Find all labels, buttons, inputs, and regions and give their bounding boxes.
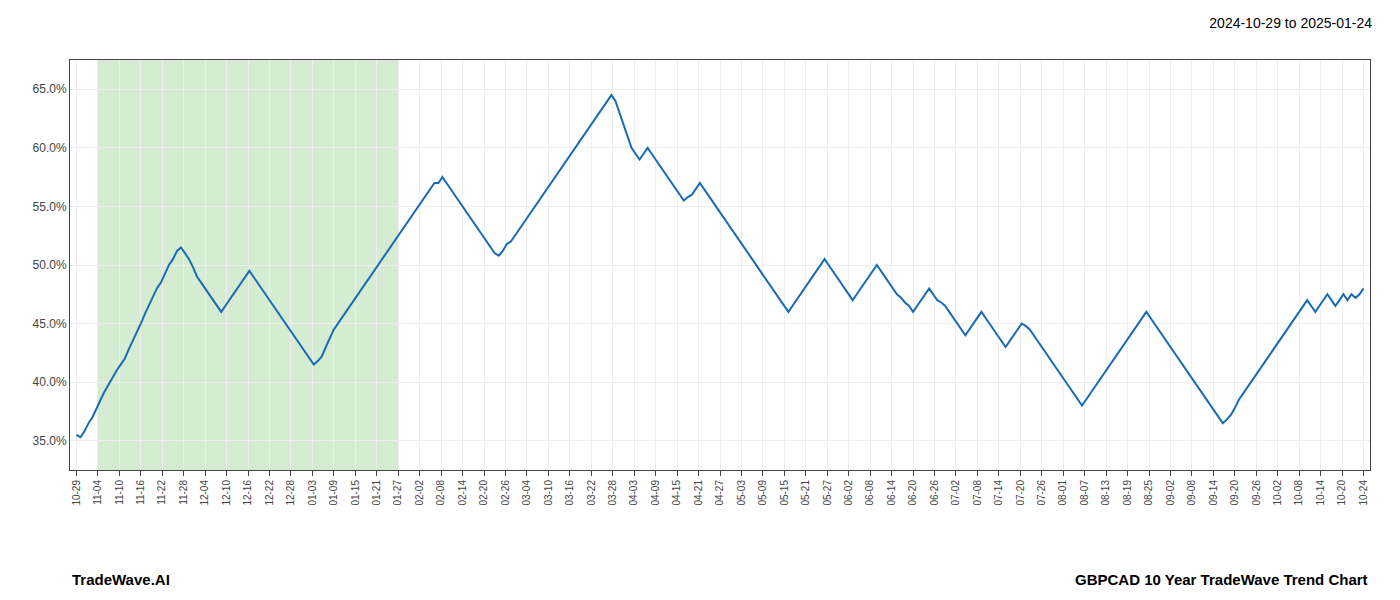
svg-text:08-01: 08-01	[1057, 480, 1068, 506]
svg-text:09-08: 09-08	[1186, 480, 1197, 506]
svg-text:05-09: 05-09	[757, 480, 768, 506]
svg-text:06-26: 06-26	[929, 480, 940, 506]
svg-text:02-14: 02-14	[457, 480, 468, 506]
svg-text:11-22: 11-22	[156, 480, 167, 505]
svg-text:10-29: 10-29	[71, 480, 82, 506]
svg-text:07-08: 07-08	[972, 480, 983, 506]
svg-text:45.0%: 45.0%	[33, 317, 67, 331]
svg-text:07-02: 07-02	[950, 480, 961, 506]
svg-text:01-09: 01-09	[328, 480, 339, 506]
svg-text:02-20: 02-20	[478, 480, 489, 506]
svg-text:12-28: 12-28	[285, 480, 296, 506]
svg-text:07-14: 07-14	[993, 480, 1004, 506]
svg-text:09-14: 09-14	[1208, 480, 1219, 506]
svg-text:03-16: 03-16	[564, 480, 575, 506]
svg-text:03-22: 03-22	[586, 480, 597, 506]
svg-text:2024-10-29 to 2025-01-24: 2024-10-29 to 2025-01-24	[1209, 15, 1372, 31]
svg-text:11-28: 11-28	[178, 480, 189, 505]
svg-text:04-09: 04-09	[650, 480, 661, 506]
svg-text:12-16: 12-16	[242, 480, 253, 506]
svg-text:01-03: 01-03	[307, 480, 318, 506]
svg-text:50.0%: 50.0%	[33, 258, 67, 272]
svg-text:TradeWave.AI: TradeWave.AI	[72, 571, 170, 588]
svg-text:12-22: 12-22	[264, 480, 275, 506]
svg-text:10-20: 10-20	[1336, 480, 1347, 506]
svg-text:10-02: 10-02	[1272, 480, 1283, 506]
svg-text:05-15: 05-15	[779, 480, 790, 506]
svg-text:06-20: 06-20	[907, 480, 918, 506]
svg-text:01-15: 01-15	[350, 480, 361, 506]
svg-text:04-27: 04-27	[714, 480, 725, 506]
svg-text:09-02: 09-02	[1165, 480, 1176, 506]
svg-text:05-27: 05-27	[822, 480, 833, 506]
svg-text:04-03: 04-03	[628, 480, 639, 506]
svg-text:60.0%: 60.0%	[33, 141, 67, 155]
svg-text:05-03: 05-03	[736, 480, 747, 506]
svg-text:02-02: 02-02	[414, 480, 425, 506]
svg-text:40.0%: 40.0%	[33, 375, 67, 389]
svg-text:03-10: 03-10	[543, 480, 554, 506]
svg-text:65.0%: 65.0%	[33, 82, 67, 96]
svg-text:12-04: 12-04	[199, 480, 210, 506]
svg-text:07-20: 07-20	[1015, 480, 1026, 506]
svg-text:11-04: 11-04	[92, 480, 103, 505]
svg-text:04-21: 04-21	[693, 480, 704, 506]
svg-text:11-16: 11-16	[135, 480, 146, 505]
svg-text:08-07: 08-07	[1079, 480, 1090, 506]
svg-text:03-28: 03-28	[607, 480, 618, 506]
svg-text:05-21: 05-21	[800, 480, 811, 506]
svg-text:02-08: 02-08	[435, 480, 446, 506]
svg-text:04-15: 04-15	[671, 480, 682, 506]
svg-text:01-21: 01-21	[371, 480, 382, 506]
svg-text:07-26: 07-26	[1036, 480, 1047, 506]
svg-text:GBPCAD 10 Year TradeWave Trend: GBPCAD 10 Year TradeWave Trend Chart	[1075, 571, 1368, 588]
svg-text:55.0%: 55.0%	[33, 200, 67, 214]
svg-text:06-02: 06-02	[843, 480, 854, 506]
svg-text:09-20: 09-20	[1229, 480, 1240, 506]
svg-text:06-14: 06-14	[886, 480, 897, 506]
svg-text:12-10: 12-10	[221, 480, 232, 506]
svg-text:03-04: 03-04	[521, 480, 532, 506]
svg-text:08-25: 08-25	[1143, 480, 1154, 506]
svg-text:06-08: 06-08	[864, 480, 875, 506]
svg-text:02-26: 02-26	[500, 480, 511, 506]
svg-text:09-26: 09-26	[1251, 480, 1262, 506]
svg-text:10-08: 10-08	[1293, 480, 1304, 506]
svg-text:08-19: 08-19	[1122, 480, 1133, 506]
svg-text:01-27: 01-27	[392, 480, 403, 506]
svg-text:11-10: 11-10	[114, 480, 125, 505]
svg-text:10-14: 10-14	[1315, 480, 1326, 506]
svg-text:10-24: 10-24	[1358, 480, 1369, 506]
svg-text:08-13: 08-13	[1100, 480, 1111, 506]
svg-text:35.0%: 35.0%	[33, 434, 67, 448]
